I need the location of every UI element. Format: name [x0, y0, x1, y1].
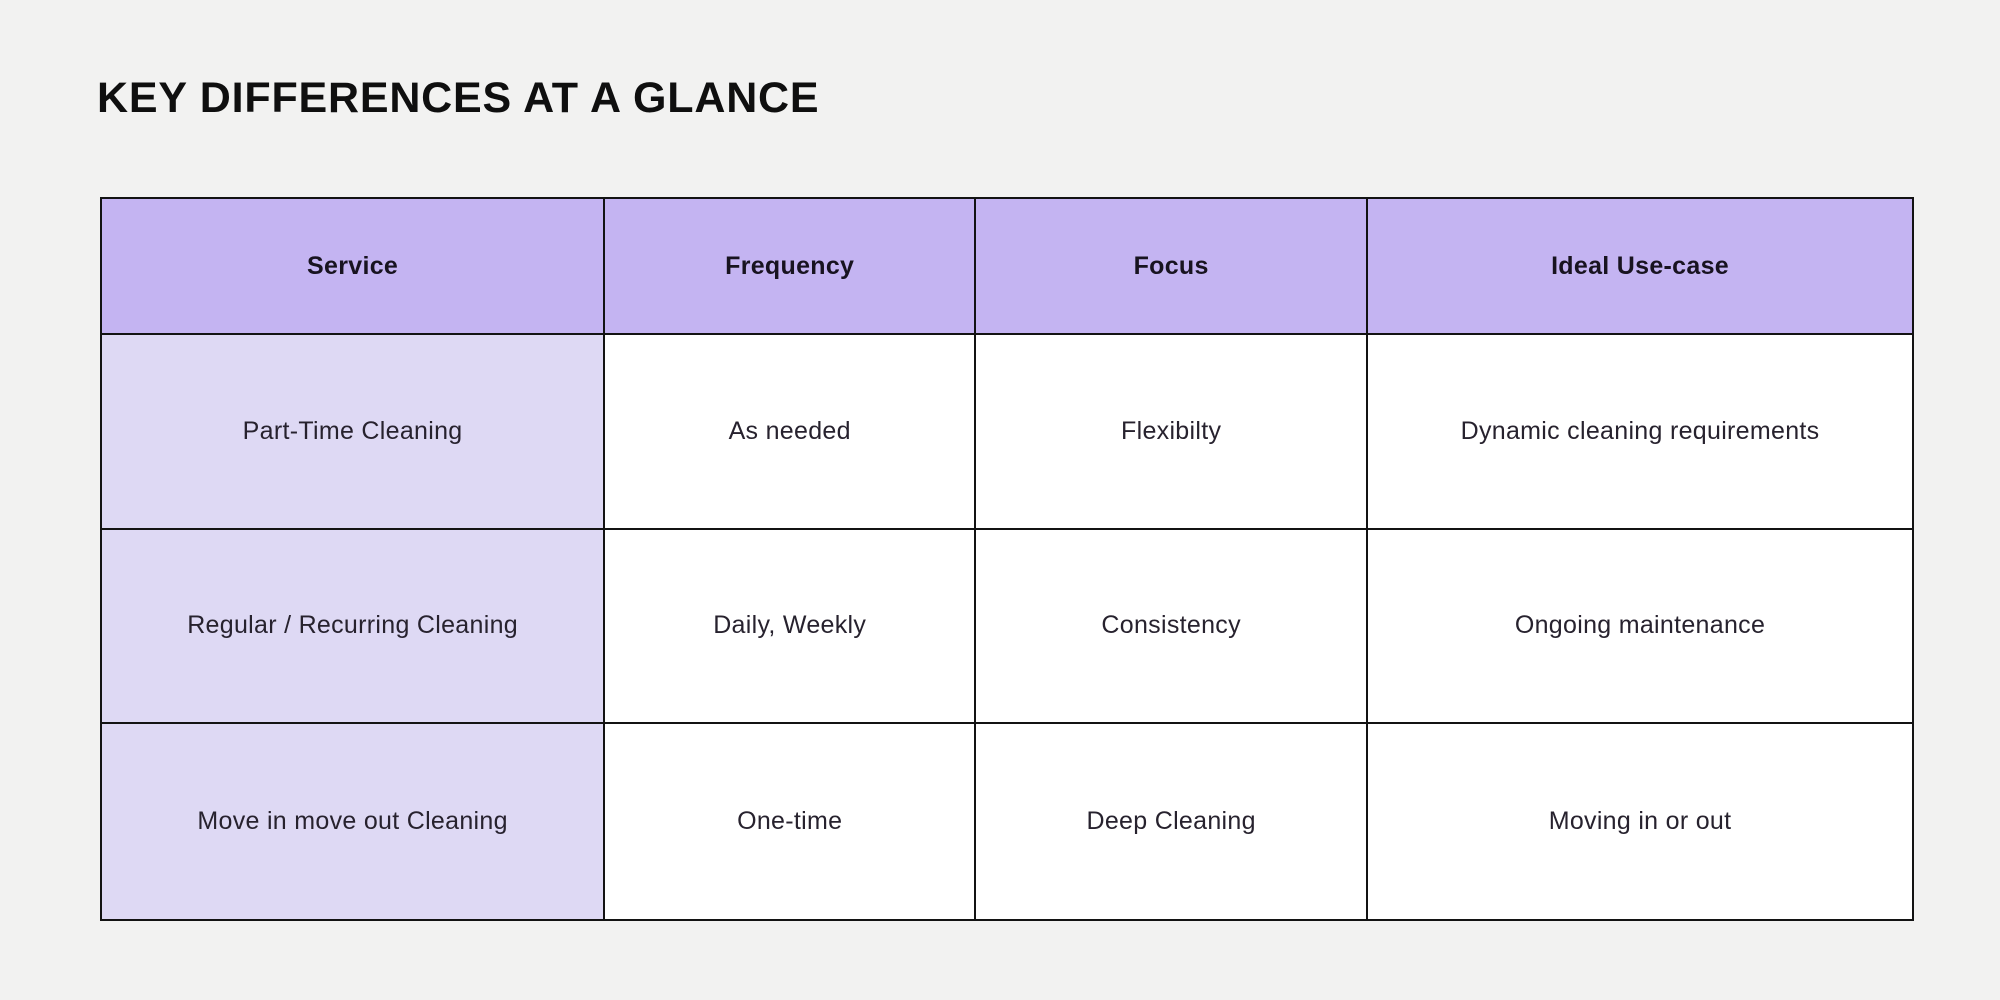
header-cell-service: Service: [102, 199, 606, 335]
row-move-in-out-frequency-cell: One-time: [605, 724, 977, 919]
header-cell-focus: Focus: [976, 199, 1369, 335]
row-part-time-focus-cell: Flexibilty: [976, 335, 1369, 530]
row-move-in-out-service-cell: Move in move out Cleaning: [102, 724, 606, 919]
row-move-in-out-focus-cell: Deep Cleaning: [976, 724, 1369, 919]
header-cell-ideal-use-case: Ideal Use-case: [1368, 199, 1912, 335]
page-title: KEY DIFFERENCES AT A GLANCE: [97, 74, 820, 122]
row-recurring-ideal-use-case-cell: Ongoing maintenance: [1368, 529, 1912, 725]
row-recurring-service-cell: Regular / Recurring Cleaning: [102, 529, 606, 725]
header-cell-frequency: Frequency: [605, 199, 977, 335]
row-part-time-service-cell: Part-Time Cleaning: [102, 335, 606, 530]
row-move-in-out-ideal-use-case-cell: Moving in or out: [1368, 724, 1912, 919]
row-recurring-frequency-cell: Daily, Weekly: [605, 529, 977, 725]
row-recurring-focus-cell: Consistency: [976, 529, 1369, 725]
row-part-time-ideal-use-case-cell: Dynamic cleaning requirements: [1368, 335, 1912, 530]
comparison-table: Service Frequency Focus Ideal Use-case P…: [100, 197, 1914, 921]
row-part-time-frequency-cell: As needed: [605, 335, 977, 530]
